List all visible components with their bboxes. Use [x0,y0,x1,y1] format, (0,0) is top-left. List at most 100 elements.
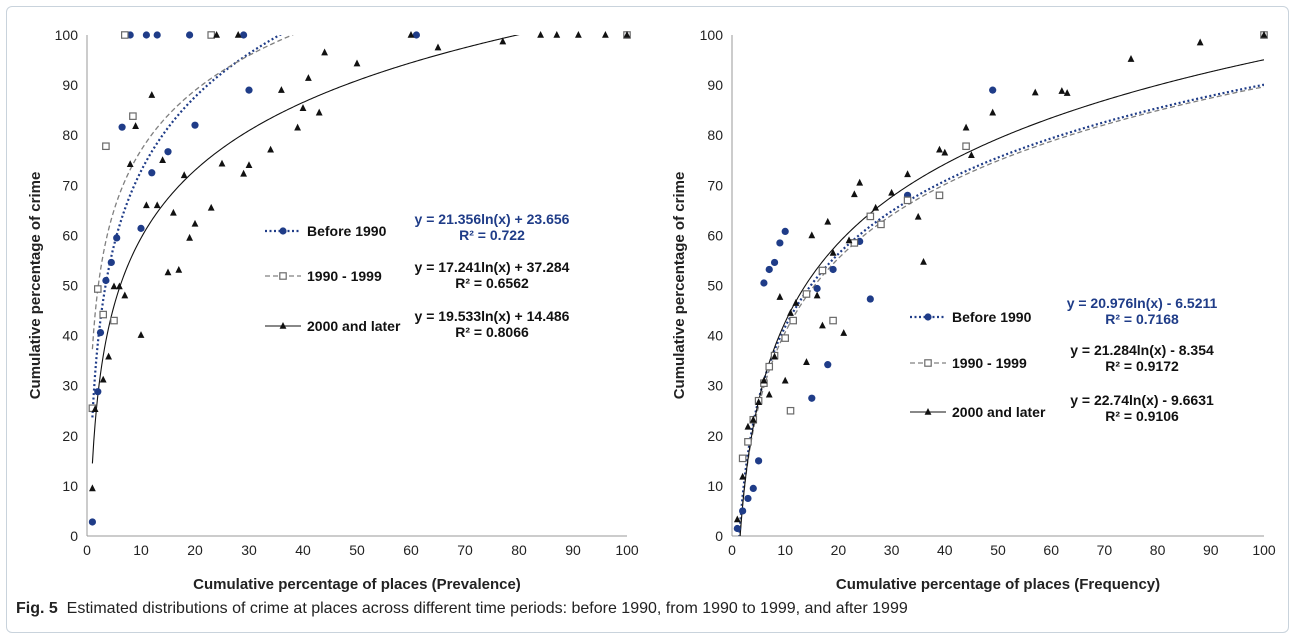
data-point-before-1990 [94,388,102,396]
x-tick-label: 80 [1150,542,1166,558]
data-point-2000-and-later [941,148,949,156]
data-point-2000-and-later [278,86,285,93]
data-point-1990-1999 [738,454,747,463]
trend-r2-1990-1999: R² = 0.9172 [1105,358,1179,374]
data-point-1990-1999 [818,266,827,275]
caption-label: Fig. 5 [16,600,58,617]
data-point-2000-and-later [148,91,156,98]
data-point-before-1990 [781,227,789,235]
y-tick-label: 90 [707,77,723,93]
chart-frequency: 0 10 20 30 40 50 60 70 80 90 100 0 10 20 30 40 50 60 70 80 9… [671,27,1276,593]
y-tick-label: 40 [62,328,78,344]
data-point-before-1990 [824,361,832,369]
x-tick-label: 50 [990,542,1006,558]
x-tick-label: 100 [1252,542,1276,558]
data-point-before-1990 [153,31,161,39]
data-point-1990-1999 [877,220,885,229]
legend-marker-1990-1999 [279,272,287,280]
y-tick-label: 80 [707,127,723,143]
legend-label-2000-and-later: 2000 and later [952,404,1046,420]
chart-prevalence: 0 10 20 30 40 50 60 70 80 90 100 0 10 20 30 40 50 60 70 80 9… [27,27,639,593]
data-point-2000-and-later [89,484,96,492]
trend-equation-1990-1999: y = 17.241ln(x) + 37.284 [415,259,570,275]
x-tick-label: 0 [728,542,736,558]
y-tick-label: 100 [700,27,724,43]
data-point-2000-and-later [116,282,123,290]
x-tick-label: 70 [457,542,473,558]
legend-marker-before-1990 [924,313,932,321]
x-tick-label: 10 [133,542,149,558]
y-tick-label: 10 [707,478,723,494]
data-point-2000-and-later [850,190,858,198]
trend-equation-2000-and-later: y = 22.74ln(x) - 9.6631 [1070,392,1214,408]
data-point-2000-and-later [920,257,927,265]
y-axis-label: Cumulative percentage of crime [27,172,44,400]
data-point-1990-1999 [129,112,137,120]
data-point-2000-and-later [749,415,757,423]
x-tick-label: 30 [884,542,900,558]
data-point-2000-and-later [91,405,99,413]
data-point-before-1990 [107,258,115,267]
data-point-2000-and-later [434,43,442,51]
x-tick-label: 60 [403,542,419,558]
data-point-before-1990 [137,224,145,232]
x-tick-label: 70 [1097,542,1113,558]
data-point-2000-and-later [126,160,134,168]
legend-label-2000-and-later: 2000 and later [307,318,401,334]
data-point-2000-and-later [936,145,943,153]
x-tick-label: 20 [831,542,847,558]
x-tick-label: 90 [565,542,581,558]
data-point-1990-1999 [765,362,774,371]
data-point-1990-1999 [829,316,837,325]
data-point-before-1990 [744,494,752,503]
data-point-2000-and-later [840,329,848,336]
data-point-before-1990 [808,394,816,402]
data-point-before-1990 [164,148,172,156]
trend-equation-before-1990: y = 21.356ln(x) + 23.656 [415,211,570,227]
x-tick-label: 50 [349,542,365,558]
y-tick-label: 60 [707,227,723,243]
data-point-2000-and-later [771,352,778,360]
data-point-2000-and-later [1031,88,1039,96]
data-point-2000-and-later [1260,31,1268,38]
data-point-before-1990 [148,169,156,177]
data-point-2000-and-later [321,48,328,56]
data-point-2000-and-later [553,31,561,38]
x-axis-label: Cumulative percentage of places (Prevale… [193,576,521,593]
data-point-2000-and-later [914,212,922,220]
data-point-before-1990 [88,518,96,526]
data-point-2000-and-later [537,31,544,38]
data-point-1990-1999 [120,31,129,39]
data-point-1990-1999 [102,142,110,151]
x-tick-label: 40 [937,542,953,558]
data-point-before-1990 [829,265,837,274]
data-point-before-1990 [866,295,874,303]
data-point-before-1990 [749,484,757,493]
trend-r2-2000-and-later: R² = 0.9106 [1105,408,1179,424]
data-point-2000-and-later [744,422,752,430]
data-point-before-1990 [412,31,420,39]
data-point-2000-and-later [765,390,773,398]
data-point-2000-and-later [234,31,242,38]
data-point-2000-and-later [105,352,112,360]
trendline-before-1990 [91,35,282,418]
data-point-before-1990 [765,265,773,274]
data-point-1990-1999 [866,212,875,221]
data-point-before-1990 [102,276,110,285]
data-point-2000-and-later [305,74,312,81]
y-tick-label: 100 [55,27,79,43]
data-point-before-1990 [813,284,821,293]
trendline-before-1990 [738,83,1264,536]
legend-marker-1990-1999 [924,359,932,367]
data-point-2000-and-later [164,268,172,276]
data-point-before-1990 [142,31,150,39]
data-point-before-1990 [770,258,779,267]
data-point-2000-and-later [1196,38,1204,46]
trend-equation-1990-1999: y = 21.284ln(x) - 8.354 [1070,342,1214,358]
data-point-1990-1999 [962,142,970,151]
data-point-2000-and-later [170,208,177,216]
y-axis-label: Cumulative percentage of crime [671,172,688,400]
data-point-2000-and-later [856,178,864,186]
legend-label-before-1990: Before 1990 [952,309,1032,325]
